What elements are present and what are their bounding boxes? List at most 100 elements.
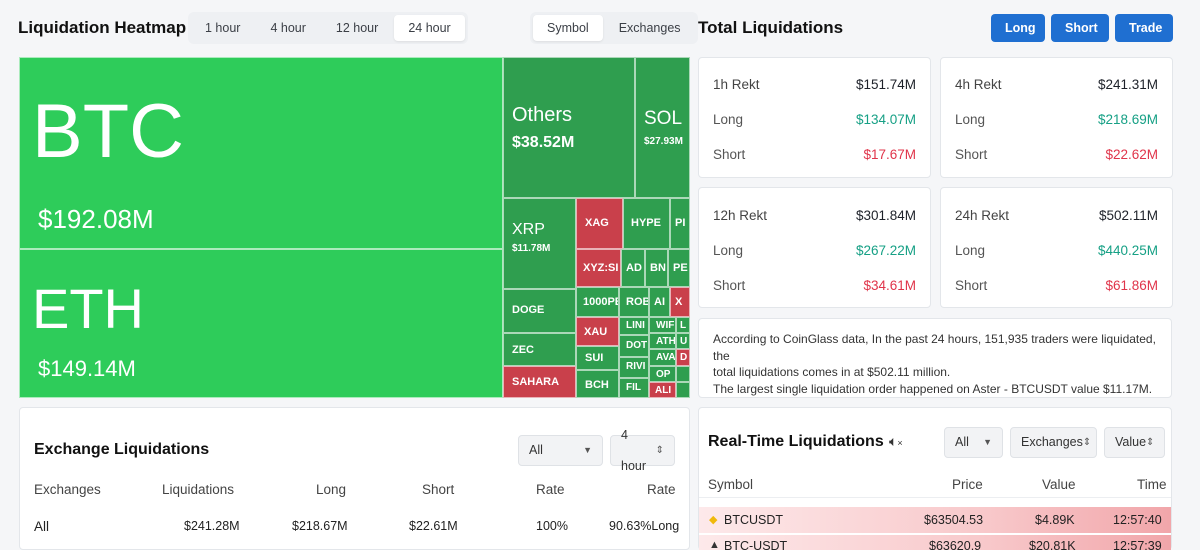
heatmap-symbol: BN: [650, 262, 666, 274]
heatmap-cell-eth[interactable]: ETH $149.14M: [19, 249, 503, 398]
rekt-card-4h: 4h Rekt $241.31M Long $218.69M Short $22.62…: [940, 57, 1173, 178]
table-row[interactable]: ▲ BTC-USDT $63620.9 $20.81K 12:57:39: [699, 535, 1171, 550]
heatmap-cell-ada[interactable]: AD: [621, 249, 645, 287]
tab-1-hour[interactable]: 1 hour: [205, 21, 241, 35]
heatmap-cell-pi[interactable]: PI: [670, 198, 690, 249]
heatmap-cell-tiny[interactable]: [676, 382, 690, 398]
realtime-symbol: BTCUSDT: [724, 513, 784, 527]
group-by-tabs: Symbol Exchanges: [530, 12, 698, 44]
select-value: Value: [1115, 435, 1147, 449]
realtime-value: $20.81K: [1029, 539, 1076, 550]
rekt-total: $151.74M: [855, 77, 916, 92]
heatmap-cell-dot[interactable]: DOT: [619, 335, 649, 357]
short-button[interactable]: Short: [1051, 14, 1109, 42]
heatmap-cell-sol[interactable]: SOL $27.93M: [635, 57, 690, 198]
heatmap-symbol: XYZ:SI: [583, 262, 619, 274]
heatmap-symbol: L: [680, 320, 687, 331]
rekt-label: 4h Rekt: [955, 77, 1002, 92]
heatmap-symbol: SUI: [585, 352, 604, 364]
heatmap-cell-wif[interactable]: WIF: [649, 317, 676, 333]
realtime-value-select[interactable]: Value ⇕: [1104, 427, 1165, 458]
heatmap-cell-op[interactable]: OP: [649, 366, 676, 382]
exchange-liquidations-title: Exchange Liquidations: [34, 441, 210, 458]
heatmap-cell-fil[interactable]: FIL: [619, 378, 649, 398]
heatmap-cell-pe[interactable]: PE: [668, 249, 690, 287]
col-exchanges: Exchanges: [34, 482, 101, 497]
tab-12-hour[interactable]: 12 hour: [335, 21, 379, 35]
heatmap-cell-link[interactable]: LINI: [619, 317, 649, 335]
rekt-label: 1h Rekt: [713, 77, 760, 92]
heatmap-cell-ali[interactable]: ALI: [649, 382, 676, 398]
heatmap-cell-xrp[interactable]: XRP $11.78M: [503, 198, 576, 289]
heatmap-cell-xau[interactable]: XAU: [576, 317, 619, 346]
heatmap-cell-u[interactable]: U: [676, 333, 690, 349]
heatmap-symbol: HYPE: [631, 217, 661, 229]
mute-icon[interactable]: 🔈︎×: [889, 433, 903, 449]
heatmap-value: $38.52M: [512, 134, 575, 151]
col-value: Value: [1042, 477, 1076, 492]
col-short: Short: [422, 482, 455, 497]
heatmap-title: Liquidation Heatmap: [18, 18, 187, 37]
heatmap-symbol: AI: [654, 296, 665, 308]
heatmap-cell-sahara[interactable]: SAHARA: [503, 366, 576, 398]
long-label: Long: [713, 112, 744, 127]
col-rate-2: Rate: [647, 482, 676, 497]
heatmap-cell-xyz-si[interactable]: XYZ:SI: [576, 249, 621, 287]
heatmap-cell-rob[interactable]: ROB: [619, 287, 649, 317]
tab-symbol[interactable]: Symbol: [533, 15, 603, 41]
heatmap-cell-bch[interactable]: BCH: [576, 370, 619, 398]
heatmap-cell-l[interactable]: L: [676, 317, 690, 333]
heatmap-symbol: ROB: [626, 296, 649, 308]
trade-button[interactable]: Trade: [1115, 14, 1173, 42]
exchange-logo-icon: ◆: [709, 514, 718, 526]
heatmap-cell-sui[interactable]: SUI: [576, 346, 619, 370]
heatmap-cell-xag[interactable]: XAG: [576, 198, 623, 249]
exchange-short-value: $22.61M: [409, 519, 458, 533]
rekt-card-1h: 1h Rekt $151.74M Long $134.07M Short $17.67…: [698, 57, 931, 178]
heatmap-cell-ai[interactable]: AI: [649, 287, 670, 317]
col-rate: Rate: [536, 482, 565, 497]
exchange-liquidations-panel: [19, 407, 690, 550]
short-label: Short: [713, 147, 746, 162]
heatmap-cell-bnb[interactable]: BN: [645, 249, 668, 287]
table-row[interactable]: ◆ BTCUSDT $63504.53 $4.89K 12:57:40: [699, 507, 1171, 533]
tab-exchanges[interactable]: Exchanges: [618, 21, 681, 35]
heatmap-cell-d[interactable]: D: [676, 349, 690, 366]
tab-24-hour[interactable]: 24 hour: [394, 15, 465, 41]
heatmap-cell-rivr[interactable]: RIVI: [619, 357, 649, 378]
realtime-time: 12:57:40: [1113, 513, 1162, 527]
heatmap-symbol: D: [680, 352, 688, 363]
heatmap-cell-1000pepe[interactable]: 1000PE: [576, 287, 619, 317]
caret-down-icon: ▼: [983, 437, 992, 447]
short-value: $61.86M: [1105, 278, 1158, 293]
rekt-card-24h: 24h Rekt $502.11M Long $440.25M Short $61.8…: [940, 187, 1173, 308]
select-value: 4 hour: [621, 427, 647, 473]
heatmap-cell-doge[interactable]: DOGE: [503, 289, 576, 333]
long-value: $440.25M: [1097, 243, 1158, 258]
exchange-liquidations-value: $241.28M: [184, 519, 240, 533]
heatmap-cell-others[interactable]: Others $38.52M: [503, 57, 635, 198]
heatmap-symbol: PI: [675, 217, 686, 229]
rekt-card-12h: 12h Rekt $301.84M Long $267.22M Short $34.6…: [698, 187, 931, 308]
heatmap-cell-ath[interactable]: ATH: [649, 333, 676, 349]
sort-updown-icon: ⇕: [655, 445, 664, 456]
heatmap-cell-x[interactable]: X: [670, 287, 690, 317]
short-value: $34.61M: [863, 278, 916, 293]
heatmap-symbol: BTC: [32, 89, 184, 174]
long-button[interactable]: Long: [991, 14, 1045, 42]
heatmap-value: $27.93M: [644, 136, 683, 147]
short-label: Short: [955, 278, 988, 293]
tab-4-hour[interactable]: 4 hour: [270, 21, 306, 35]
heatmap-cell-hype[interactable]: HYPE: [623, 198, 670, 249]
heatmap-cell-zec[interactable]: ZEC: [503, 333, 576, 366]
exchange-filter-select[interactable]: All ▼: [518, 435, 603, 466]
heatmap-value: $149.14M: [38, 356, 136, 381]
realtime-filter-select[interactable]: All ▼: [944, 427, 1003, 458]
heatmap-cell-small-green[interactable]: [676, 366, 690, 382]
heatmap-cell-btc[interactable]: BTC $192.08M: [19, 57, 503, 249]
heatmap-symbol: ZEC: [512, 344, 534, 356]
col-symbol: Symbol: [708, 477, 754, 492]
heatmap-cell-avax[interactable]: AVA: [649, 349, 676, 366]
realtime-exchanges-select[interactable]: Exchanges ⇕: [1010, 427, 1097, 458]
exchange-period-select[interactable]: 4 hour ⇕: [610, 428, 675, 473]
